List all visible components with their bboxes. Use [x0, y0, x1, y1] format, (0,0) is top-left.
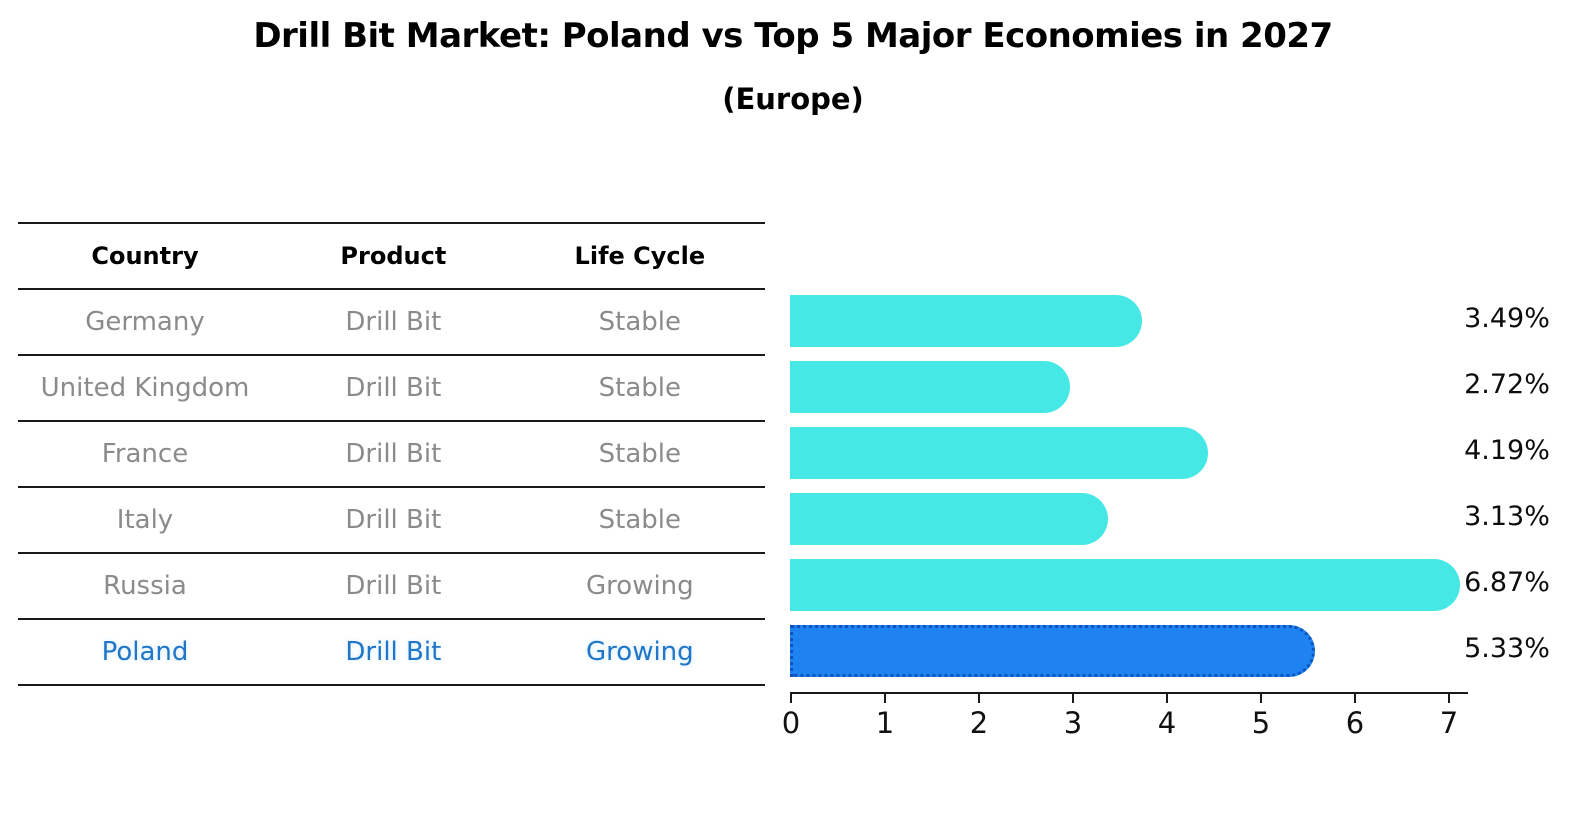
- x-axis-tick-label: 7: [1439, 706, 1459, 740]
- bar-france: [790, 427, 1208, 479]
- x-axis-tick: [1166, 694, 1168, 703]
- x-axis-tick: [1448, 694, 1450, 703]
- cell-country: Italy: [116, 505, 174, 535]
- x-axis-tick: [1072, 694, 1074, 703]
- table-row: United Kingdom Drill Bit Stable: [18, 356, 765, 422]
- cell-country: Poland: [101, 637, 189, 667]
- x-axis-tick: [884, 694, 886, 703]
- cell-country: Germany: [85, 307, 205, 337]
- value-label: 3.13%: [1464, 501, 1550, 532]
- bar-united-kingdom: [790, 361, 1070, 413]
- cell-product: Drill Bit: [345, 373, 442, 403]
- x-axis-tick-label: 2: [969, 706, 989, 740]
- x-axis-tick-label: 6: [1345, 706, 1365, 740]
- bar-italy: [790, 493, 1108, 545]
- value-label: 5.33%: [1464, 633, 1550, 664]
- x-axis-tick-label: 5: [1251, 706, 1271, 740]
- cell-country: Russia: [103, 571, 187, 601]
- cell-product: Drill Bit: [345, 505, 442, 535]
- cell-life-cycle: Stable: [598, 439, 682, 469]
- chart-title: Drill Bit Market: Poland vs Top 5 Major …: [253, 16, 1333, 56]
- value-label: 3.49%: [1464, 303, 1550, 334]
- cell-life-cycle: Growing: [586, 571, 694, 601]
- cell-product: Drill Bit: [345, 571, 442, 601]
- bar-poland: [790, 625, 1315, 677]
- table-row: Russia Drill Bit Growing: [18, 554, 765, 620]
- table-header-row: Country Product Life Cycle: [18, 224, 765, 290]
- table-row: Germany Drill Bit Stable: [18, 290, 765, 356]
- x-axis-tick: [790, 694, 792, 703]
- x-axis-tick-label: 3: [1063, 706, 1083, 740]
- table-header-country: Country: [91, 242, 199, 270]
- cell-life-cycle: Growing: [586, 637, 694, 667]
- table-row: Poland Drill Bit Growing: [18, 620, 765, 686]
- x-axis-line: [790, 692, 1468, 694]
- table-row: France Drill Bit Stable: [18, 422, 765, 488]
- table-row: Italy Drill Bit Stable: [18, 488, 765, 554]
- x-axis-tick: [1354, 694, 1356, 703]
- value-label: 6.87%: [1464, 567, 1550, 598]
- cell-product: Drill Bit: [345, 637, 442, 667]
- value-label: 2.72%: [1464, 369, 1550, 400]
- cell-life-cycle: Stable: [598, 307, 682, 337]
- x-axis-tick: [978, 694, 980, 703]
- cell-product: Drill Bit: [345, 439, 442, 469]
- table-body: Germany Drill Bit Stable United Kingdom …: [18, 290, 765, 686]
- table-header-product: Product: [340, 242, 447, 270]
- x-axis-tick: [1260, 694, 1262, 703]
- x-axis-tick-label: 1: [875, 706, 895, 740]
- cell-life-cycle: Stable: [598, 373, 682, 403]
- country-table: Country Product Life Cycle Germany Drill…: [18, 222, 765, 686]
- x-axis-tick-label: 0: [781, 706, 801, 740]
- table-header-life-cycle: Life Cycle: [574, 242, 706, 270]
- bar-russia: [790, 559, 1460, 611]
- x-axis-tick-label: 4: [1157, 706, 1177, 740]
- cell-product: Drill Bit: [345, 307, 442, 337]
- value-label: 4.19%: [1464, 435, 1550, 466]
- cell-life-cycle: Stable: [598, 505, 682, 535]
- cell-country: France: [101, 439, 189, 469]
- chart-subtitle: (Europe): [722, 82, 864, 116]
- cell-country: United Kingdom: [40, 373, 250, 403]
- bar-germany: [790, 295, 1142, 347]
